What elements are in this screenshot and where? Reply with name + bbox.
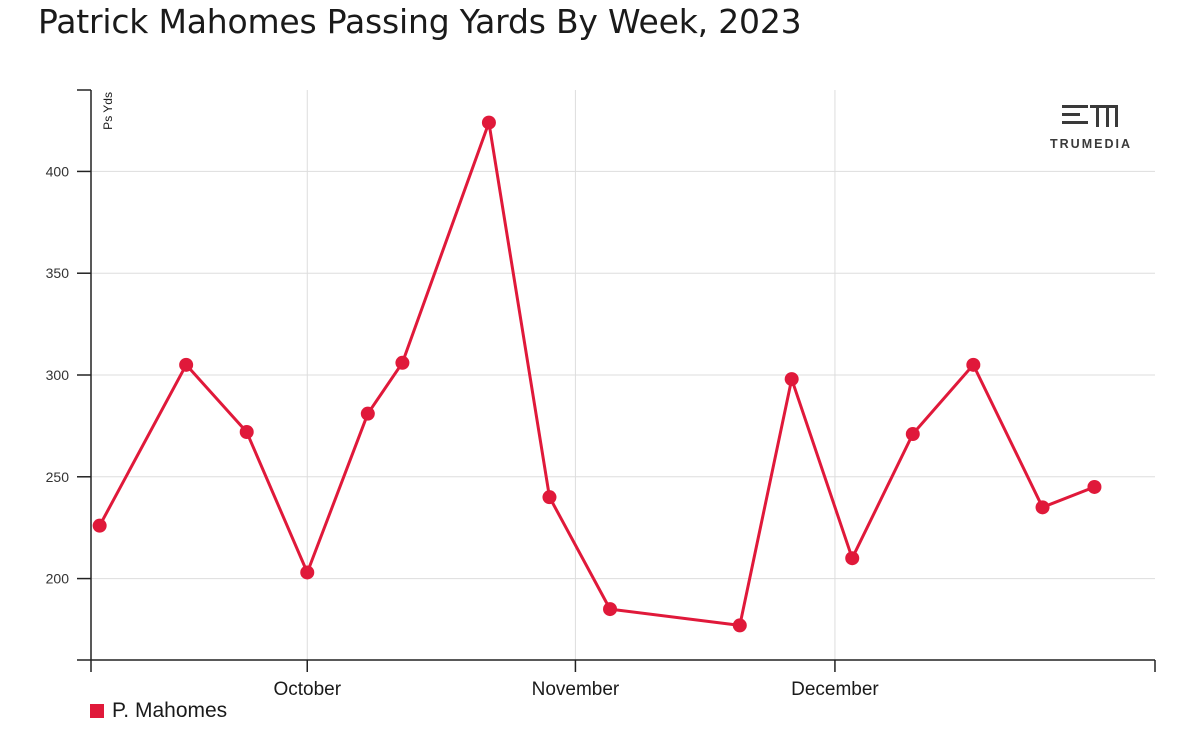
data-point bbox=[905, 427, 920, 442]
legend-swatch bbox=[90, 704, 104, 718]
y-tick-label: 200 bbox=[46, 571, 70, 587]
data-point bbox=[92, 518, 107, 533]
trumedia-logo-icon: TRUMEDIA bbox=[1050, 105, 1132, 151]
data-point bbox=[1087, 479, 1102, 494]
logo-text: TRUMEDIA bbox=[1050, 137, 1132, 151]
data-point bbox=[784, 372, 799, 387]
y-tick-label: 350 bbox=[46, 265, 70, 281]
axes bbox=[77, 89, 1156, 672]
x-tick-label: October bbox=[273, 679, 341, 700]
x-tick-labels: October November December bbox=[273, 679, 879, 700]
data-point bbox=[1035, 500, 1050, 515]
data-point bbox=[732, 618, 747, 633]
series-line-mahomes bbox=[98, 121, 1095, 627]
data-point bbox=[966, 357, 981, 372]
y-axis-label: Ps Yds bbox=[101, 92, 115, 130]
data-point bbox=[603, 602, 618, 617]
data-point bbox=[179, 357, 194, 372]
data-point bbox=[395, 355, 410, 370]
y-tick-labels: 200 250 300 350 400 bbox=[46, 163, 70, 586]
y-tick-label: 300 bbox=[46, 367, 70, 383]
legend-label: P. Mahomes bbox=[112, 699, 228, 722]
y-tick-label: 250 bbox=[46, 469, 70, 485]
legend: P. Mahomes bbox=[90, 699, 227, 723]
x-tick-label: December bbox=[791, 679, 879, 700]
grid-lines bbox=[91, 90, 1155, 660]
data-points bbox=[92, 115, 1102, 633]
data-point bbox=[542, 490, 557, 505]
data-point bbox=[481, 115, 496, 130]
data-point bbox=[360, 406, 375, 421]
data-point bbox=[239, 425, 254, 439]
data-point bbox=[845, 551, 860, 566]
y-tick-label: 400 bbox=[46, 163, 70, 179]
x-tick-label: November bbox=[532, 679, 620, 700]
data-point bbox=[300, 565, 315, 580]
chart-title: Patrick Mahomes Passing Yards By Week, 2… bbox=[38, 2, 802, 41]
